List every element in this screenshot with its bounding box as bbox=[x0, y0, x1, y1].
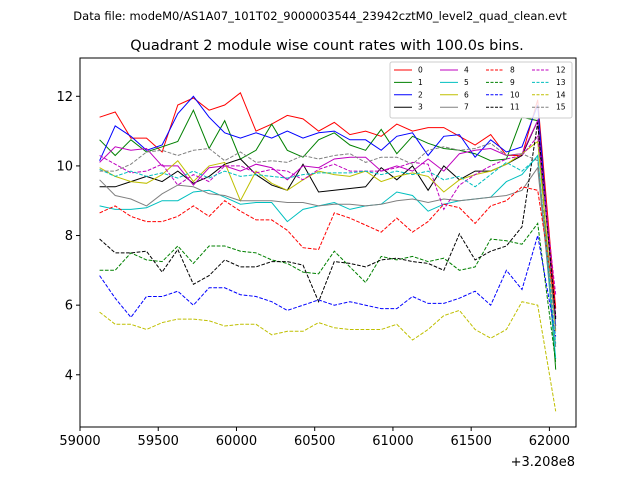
legend-label-12: 12 bbox=[556, 66, 566, 75]
series-line-7 bbox=[99, 166, 557, 347]
x-tick-label-62000: 62000 bbox=[529, 434, 570, 449]
series-line-15 bbox=[99, 142, 557, 330]
x-tick-label-61500: 61500 bbox=[450, 434, 491, 449]
legend-label-0: 0 bbox=[418, 66, 423, 75]
y-tick-label-8: 8 bbox=[65, 229, 73, 244]
series-line-3 bbox=[99, 118, 557, 320]
series-layer bbox=[99, 92, 557, 412]
series-line-6 bbox=[99, 140, 557, 332]
series-line-4 bbox=[99, 118, 557, 318]
legend-label-7: 7 bbox=[464, 103, 469, 112]
legend-label-14: 14 bbox=[556, 90, 566, 99]
x-tick-label-59500: 59500 bbox=[138, 434, 179, 449]
legend-label-9: 9 bbox=[510, 78, 515, 87]
y-tick-label-10: 10 bbox=[56, 159, 73, 174]
series-line-10 bbox=[99, 235, 557, 337]
axes-layer: 59000 59500 60000 60500 61000 61500 6200046810… bbox=[56, 57, 577, 449]
x-offset-label: +3.208e8 bbox=[511, 455, 575, 470]
legend-label-4: 4 bbox=[464, 66, 469, 75]
legend-label-13: 13 bbox=[556, 78, 566, 87]
y-tick-label-12: 12 bbox=[56, 90, 73, 105]
y-tick-label-6: 6 bbox=[65, 299, 73, 314]
y-tick-label-4: 4 bbox=[65, 368, 73, 383]
legend-label-1: 1 bbox=[418, 78, 423, 87]
legend-box bbox=[389, 61, 573, 119]
series-line-14 bbox=[99, 301, 557, 412]
legend-label-10: 10 bbox=[510, 90, 520, 99]
series-line-2 bbox=[99, 95, 557, 327]
series-line-12 bbox=[99, 135, 557, 295]
axes-frame bbox=[79, 57, 577, 428]
legend-label-15: 15 bbox=[556, 103, 566, 112]
legend-label-11: 11 bbox=[510, 103, 520, 112]
x-tick-label-61000: 61000 bbox=[372, 434, 413, 449]
x-tick-label-60500: 60500 bbox=[294, 434, 335, 449]
series-line-0 bbox=[99, 92, 557, 309]
chart-suptitle: Data file: modeM0/AS1A07_101T02_90000035… bbox=[73, 9, 567, 23]
series-line-13 bbox=[99, 156, 557, 344]
plot-area bbox=[80, 58, 576, 427]
chart-title: Quadrant 2 module wise count rates with … bbox=[130, 38, 524, 54]
legend-label-6: 6 bbox=[464, 90, 469, 99]
legend-label-5: 5 bbox=[464, 78, 469, 87]
plot-background bbox=[80, 58, 576, 427]
legend-label-3: 3 bbox=[418, 103, 423, 112]
legend-label-8: 8 bbox=[510, 66, 515, 75]
x-tick-label-60000: 60000 bbox=[216, 434, 257, 449]
x-tick-label-59000: 59000 bbox=[59, 434, 100, 449]
series-line-8 bbox=[99, 186, 557, 307]
series-line-9 bbox=[99, 222, 557, 363]
series-line-11 bbox=[99, 122, 557, 318]
legend-label-2: 2 bbox=[418, 90, 423, 99]
